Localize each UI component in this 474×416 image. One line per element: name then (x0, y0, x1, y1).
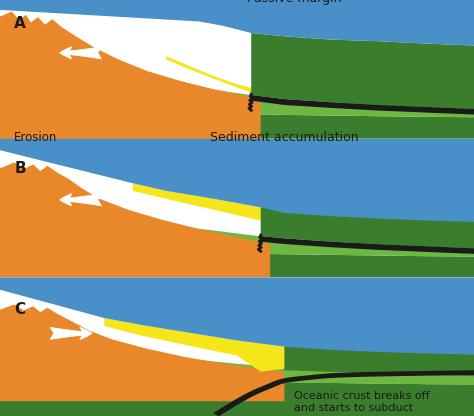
Polygon shape (133, 183, 474, 239)
Text: Sediment accumulation: Sediment accumulation (210, 131, 359, 144)
Polygon shape (0, 139, 474, 222)
Polygon shape (284, 316, 474, 376)
Polygon shape (0, 277, 474, 354)
Polygon shape (0, 345, 474, 384)
Polygon shape (0, 238, 474, 277)
Polygon shape (251, 95, 474, 114)
Polygon shape (213, 370, 474, 416)
Polygon shape (0, 73, 474, 117)
Polygon shape (166, 56, 256, 94)
Polygon shape (0, 12, 261, 139)
Text: B: B (14, 161, 26, 176)
Polygon shape (0, 367, 474, 416)
Text: Passive margin: Passive margin (246, 0, 341, 5)
Polygon shape (104, 318, 474, 372)
Polygon shape (0, 162, 270, 277)
Polygon shape (251, 33, 474, 109)
Polygon shape (0, 305, 284, 401)
Polygon shape (261, 180, 474, 248)
Polygon shape (0, 99, 474, 139)
Polygon shape (261, 236, 474, 254)
Text: Oceanic crust breaks off
and starts to subduct: Oceanic crust breaks off and starts to s… (294, 391, 429, 413)
Polygon shape (0, 214, 474, 257)
Text: A: A (14, 16, 26, 31)
Polygon shape (0, 0, 474, 46)
Text: C: C (14, 302, 25, 317)
Polygon shape (284, 372, 474, 384)
Text: Erosion: Erosion (14, 131, 58, 144)
